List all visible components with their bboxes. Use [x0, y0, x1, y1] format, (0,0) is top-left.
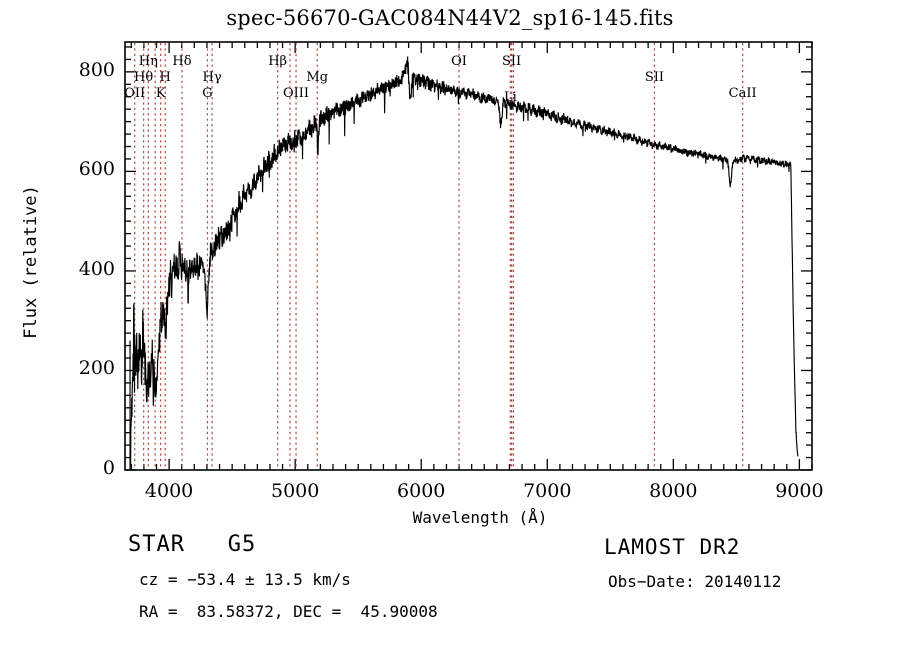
- y-axis-title: Flux (relative): [21, 185, 41, 339]
- spectral-line-label-H-7: Hγ: [202, 70, 222, 85]
- spectral-line-label-Li-13: Li: [503, 90, 517, 105]
- y-tick-label: 800: [78, 58, 115, 81]
- spectral-line-label-H-8: Hβ: [268, 54, 288, 69]
- spectral-line-label-OI-11: OI: [451, 54, 467, 69]
- spectral-line-label-OIII-9: OIII: [283, 86, 310, 101]
- spectral-line-label-H-4: H: [159, 70, 171, 85]
- x-tick-label: 5000: [270, 480, 320, 502]
- y-tick-label: 400: [78, 257, 115, 280]
- spectral-line-label-H-1: Hθ: [134, 70, 154, 85]
- spectral-line-label-H-2: Hη: [138, 54, 158, 69]
- page-title: spec-56670-GAC084N44V2_sp16-145.fits: [226, 6, 674, 30]
- redshift-velocity-text: cz = −53.4 ± 13.5 km/s: [139, 570, 351, 589]
- survey-name-text: LAMOST DR2: [604, 535, 741, 559]
- coordinates-text: RA = 83.58372, DEC = 45.90008: [139, 602, 438, 621]
- x-axis-title: Wavelength (Å): [412, 508, 548, 527]
- spectral-line-label-G-6: G: [202, 86, 213, 101]
- spectral-line-label-OII-0: OII: [124, 86, 146, 101]
- observation-date-text: Obs−Date: 20140112: [608, 572, 782, 591]
- spectral-line-label-Mg-10: Mg: [306, 70, 329, 85]
- y-tick-label: 200: [78, 357, 115, 380]
- y-tick-label: 600: [78, 158, 115, 181]
- x-tick-label: 8000: [649, 480, 698, 502]
- y-tick-label: 0: [102, 457, 115, 479]
- spectral-line-label-H-5: Hδ: [172, 54, 192, 69]
- x-tick-label: 7000: [523, 480, 572, 502]
- spectral-line-label-SII-14: SII: [644, 70, 665, 85]
- spectral-line-label-K-3: K: [155, 86, 166, 101]
- x-tick-label: 4000: [144, 480, 194, 502]
- object-class-text: STAR G5: [128, 532, 257, 557]
- x-tick-label: 6000: [397, 480, 446, 502]
- x-tick-label: 9000: [775, 480, 824, 502]
- spectral-line-label-CaII-15: CaII: [728, 86, 757, 101]
- spectral-line-label-SII-12: SII: [502, 54, 522, 69]
